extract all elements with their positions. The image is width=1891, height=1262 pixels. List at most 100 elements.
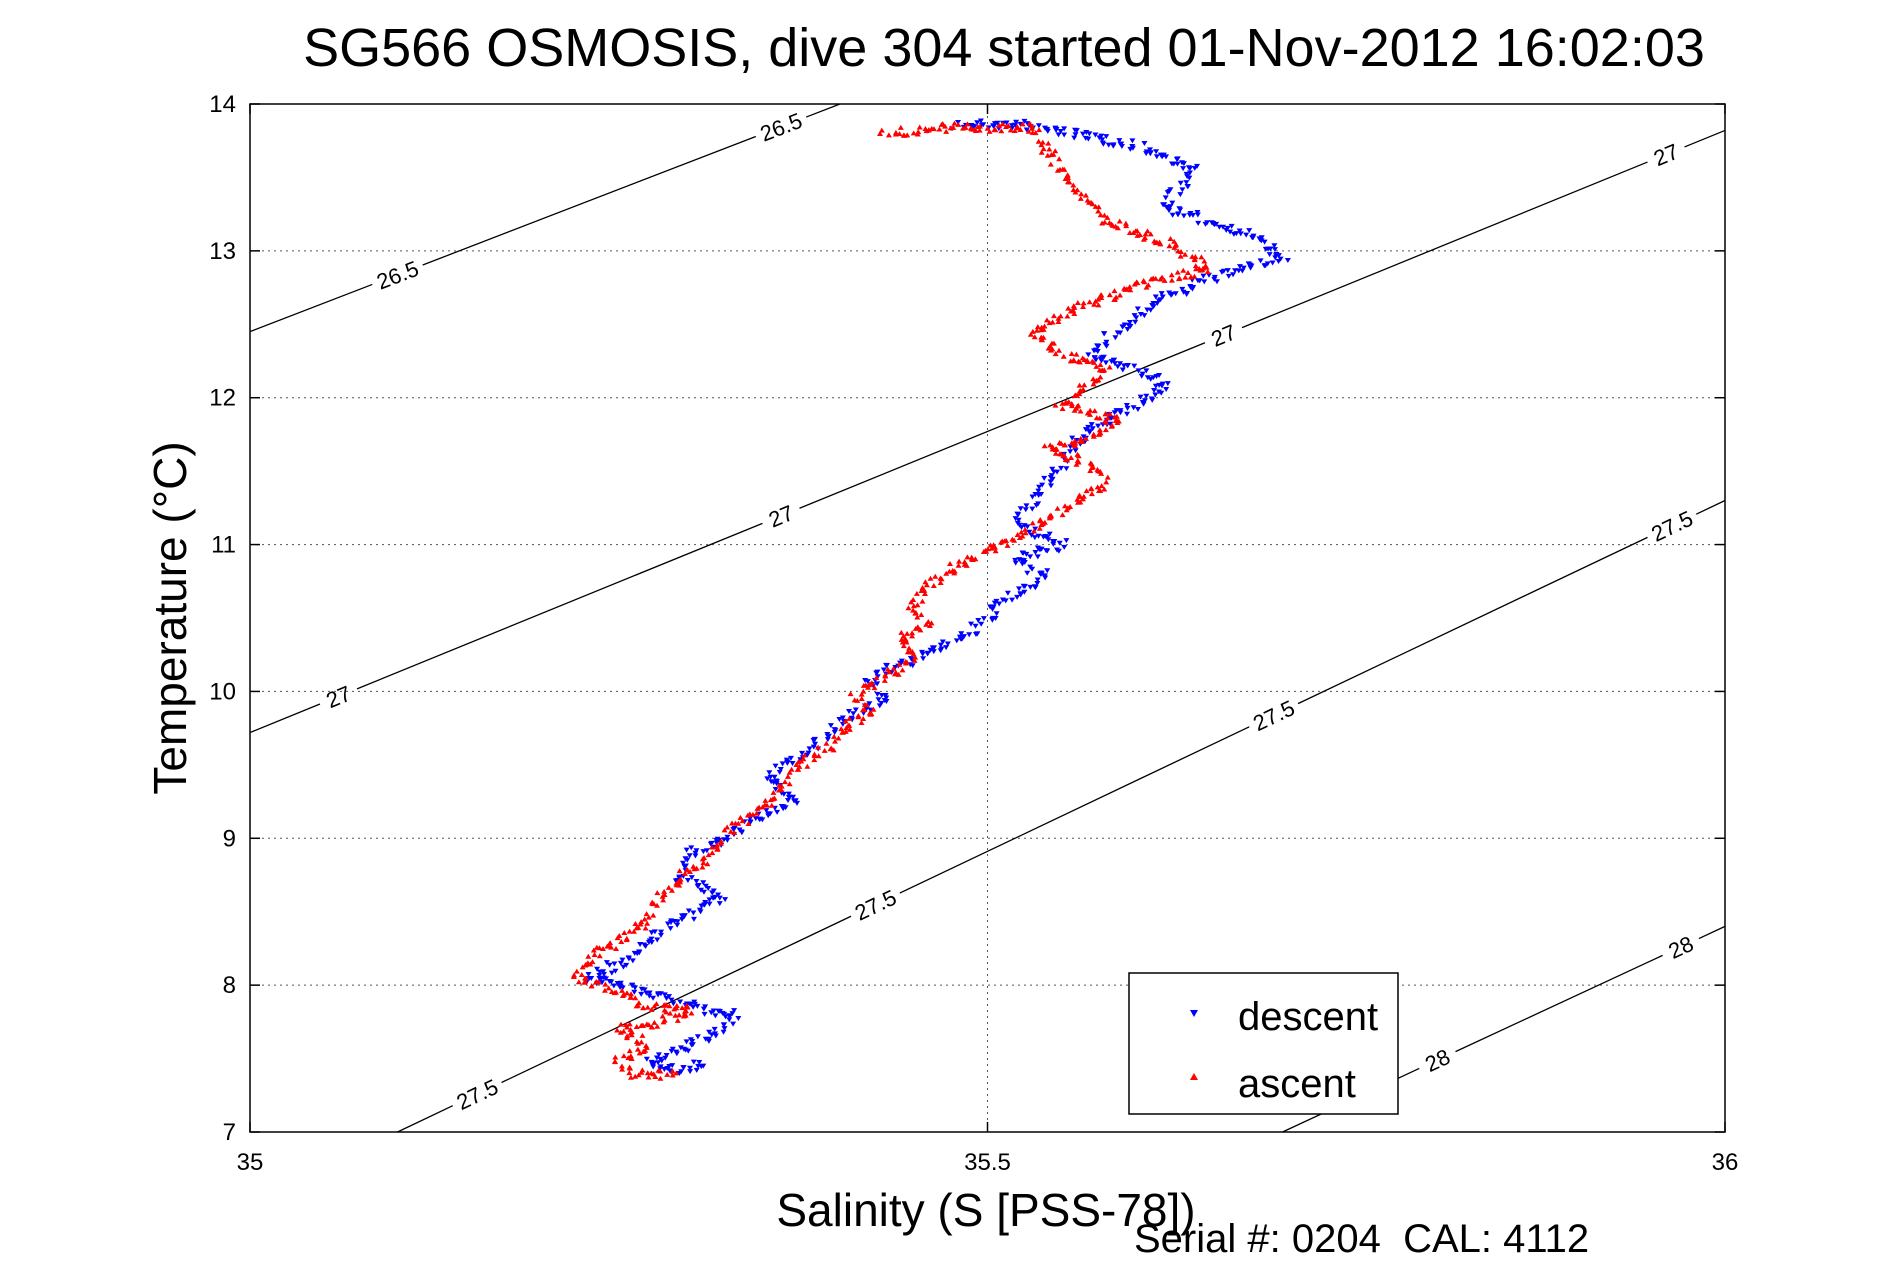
ascent-point	[663, 1009, 670, 1015]
descent-point	[1012, 516, 1019, 522]
ascent-point	[644, 1070, 651, 1076]
descent-point	[721, 1011, 728, 1017]
ascent-point	[754, 805, 761, 811]
ascent-point	[999, 121, 1006, 127]
ascent-point	[737, 814, 744, 820]
ascent-point	[1087, 467, 1094, 473]
descent-point	[726, 1017, 733, 1023]
descent-point	[684, 877, 691, 883]
descent-point	[669, 1063, 676, 1069]
ascent-point	[613, 946, 620, 952]
ascent-point	[662, 1002, 669, 1008]
descent-point	[667, 926, 674, 932]
ascent-point	[1071, 442, 1078, 448]
descent-point	[1168, 161, 1175, 167]
descent-point	[1092, 132, 1099, 138]
descent-point	[1029, 494, 1036, 500]
ascent-point	[937, 580, 944, 586]
descent-point	[1194, 209, 1201, 215]
ascent-point	[926, 623, 933, 629]
ascent-point	[1140, 278, 1147, 284]
ascent-point	[976, 127, 983, 133]
descent-point	[1035, 123, 1042, 129]
ascent-point	[1025, 128, 1032, 134]
descent-point	[931, 645, 938, 651]
x-tick-label: 36	[1712, 1149, 1739, 1176]
ascent-point	[1093, 363, 1100, 369]
descent-point	[1086, 131, 1093, 137]
x-axis-ticks: 35 35.5 36	[237, 104, 1739, 1176]
descent-point	[1159, 154, 1166, 160]
ascent-point	[831, 733, 838, 739]
descent-point	[1091, 348, 1098, 354]
descent-point	[687, 1069, 694, 1075]
ascent-point	[896, 661, 903, 667]
ascent-point	[1192, 263, 1199, 269]
descent-point	[721, 1022, 728, 1028]
ascent-point	[641, 916, 648, 922]
descent-point	[773, 781, 780, 787]
ascent-point	[1040, 326, 1047, 332]
ascent-point	[897, 124, 904, 130]
descent-point	[706, 901, 713, 907]
descent-point	[586, 976, 593, 982]
descent-point	[1124, 363, 1131, 369]
descent-point	[602, 976, 609, 982]
ascent-point	[786, 769, 793, 775]
ascent-point	[930, 583, 937, 589]
descent-point	[1143, 393, 1150, 399]
y-axis-label: Temperature (°C)	[144, 441, 196, 794]
ascent-point	[1068, 351, 1075, 357]
ascent-point	[1167, 235, 1174, 241]
ascent-point	[1106, 364, 1113, 370]
ascent-point	[1052, 351, 1059, 357]
ascent-point	[902, 660, 909, 666]
ascent-point	[1047, 161, 1054, 167]
descent-point	[1017, 591, 1024, 597]
descent-point	[824, 737, 831, 743]
ascent-point	[613, 989, 620, 995]
ascent-point	[635, 924, 642, 930]
ascent-point	[1086, 411, 1093, 417]
ascent-point	[645, 914, 652, 920]
ascent-point	[882, 673, 889, 679]
ascent-point	[904, 649, 911, 655]
ascent-point	[744, 812, 751, 818]
descent-point	[735, 1015, 742, 1021]
descent-point	[778, 803, 785, 809]
ascent-point	[811, 757, 818, 763]
ascent-point	[858, 696, 865, 702]
ascent-point	[1079, 355, 1086, 361]
ascent-point	[1097, 361, 1104, 367]
ascent-point	[626, 928, 633, 934]
descent-point	[1177, 192, 1184, 198]
descent-point	[777, 767, 784, 773]
descent-point	[1205, 272, 1212, 278]
descent-point	[661, 992, 668, 998]
ascent-point	[886, 669, 893, 675]
descent-point	[625, 956, 632, 962]
y-tick-label: 10	[209, 678, 236, 705]
descent-point	[1034, 577, 1041, 583]
ascent-point	[949, 567, 956, 573]
descent-point	[1218, 269, 1225, 275]
descent-point	[1230, 231, 1237, 237]
descent-point	[1247, 265, 1254, 271]
ascent-point	[1088, 199, 1095, 205]
ascent-point	[1099, 220, 1106, 226]
descent-point	[655, 1052, 662, 1058]
ascent-point	[1095, 302, 1102, 308]
descent-point	[907, 656, 914, 662]
ascent-point	[1203, 264, 1210, 270]
descent-point	[690, 910, 697, 916]
ascent-point	[1046, 146, 1053, 152]
ascent-point	[1064, 457, 1071, 463]
descent-point	[715, 892, 722, 898]
isopycnal-line	[249, 103, 841, 333]
ascent-point	[626, 1064, 633, 1070]
descent-point	[657, 1056, 664, 1062]
descent-point	[701, 902, 708, 908]
descent-point	[648, 940, 655, 946]
ascent-point	[618, 1063, 625, 1069]
ascent-point	[858, 691, 865, 697]
